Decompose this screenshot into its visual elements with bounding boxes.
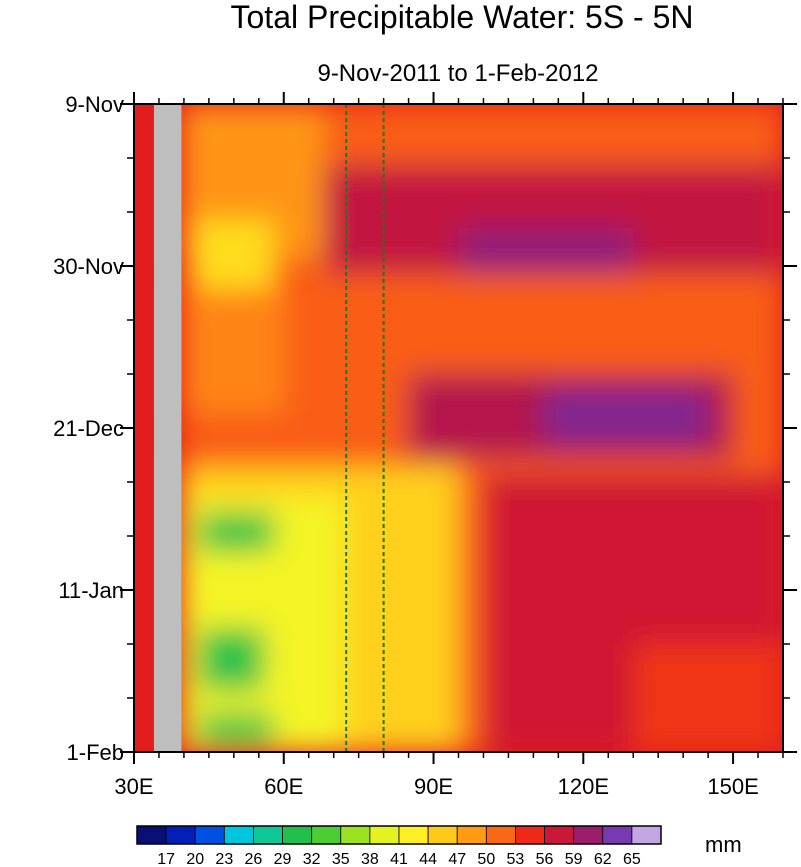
colorbar-label: 20	[186, 851, 204, 867]
colorbar-box	[223, 825, 254, 845]
colorbar-box	[485, 825, 516, 845]
colorbar-label: 56	[536, 851, 554, 867]
colorbar-box	[398, 825, 429, 845]
colorbar-label: 35	[332, 851, 350, 867]
colorbar-label: 50	[477, 851, 495, 867]
missing-data-region	[153, 104, 182, 752]
reference-lines	[345, 104, 385, 752]
y-tick-label: 30-Nov	[53, 254, 124, 279]
colorbar-label: 53	[507, 851, 525, 867]
x-tick-label: 30E	[114, 774, 153, 799]
colorbar-box	[165, 825, 196, 845]
colorbar-label: 59	[565, 851, 583, 867]
colorbar-box	[194, 825, 225, 845]
heatmap-cell	[198, 628, 264, 691]
missing-data-band	[153, 104, 182, 752]
colorbar-box	[515, 825, 545, 845]
colorbar-label: 17	[157, 851, 175, 867]
colorbar-label: 44	[419, 851, 437, 867]
heatmap-cell	[193, 219, 274, 290]
chart-subtitle: 9-Nov-2011 to 1-Feb-2012	[317, 60, 598, 87]
colorbar-box	[311, 825, 342, 845]
x-tick-label: 150E	[707, 774, 758, 799]
heatmap-cell	[198, 713, 274, 745]
colorbar-label: 23	[215, 851, 233, 867]
heatmap-field	[181, 104, 783, 752]
colorbar-box	[253, 825, 283, 845]
chart-title: Total Precipitable Water: 5S - 5N	[231, 0, 694, 35]
colorbar-box	[136, 825, 167, 845]
colorbar-label: 41	[390, 851, 408, 867]
colorbar-label: 62	[594, 851, 612, 867]
colorbar-label: 47	[448, 851, 466, 867]
colorbar-label: 26	[245, 851, 263, 867]
colorbar-label: 38	[361, 851, 379, 867]
colorbar: 17 20 23 26 29 32 35 38 41 44 47 50 53 56 59 62 65	[136, 825, 662, 867]
colorbar-unit: mm	[705, 832, 742, 857]
colorbar-box	[544, 825, 575, 845]
y-tick-label: 9-Nov	[65, 92, 124, 117]
colorbar-box	[340, 825, 371, 845]
heatmap-cell	[181, 289, 284, 413]
y-tick-label: 21-Dec	[53, 416, 124, 441]
colorbar-box	[631, 825, 662, 845]
heatmap-cell	[198, 512, 274, 552]
axes: 30E 60E 90E 120E 150E 9-Nov 30-Nov 21-Dec 11-Jan…	[53, 92, 797, 799]
x-tick-label: 90E	[414, 774, 453, 799]
colorbar-frame	[136, 825, 662, 845]
heatmap-cell	[543, 389, 709, 444]
y-tick-label: 1-Feb	[67, 740, 124, 765]
colorbar-label: 29	[274, 851, 292, 867]
colorbar-label: 65	[623, 851, 641, 867]
colorbar-box	[369, 825, 400, 845]
heatmap-cell	[633, 644, 783, 752]
colorbar-label: 32	[303, 851, 321, 867]
colorbar-box	[427, 825, 458, 845]
x-tick-label: 60E	[264, 774, 303, 799]
colorbar-box	[602, 825, 633, 845]
heatmap-cell	[458, 227, 634, 274]
y-tick-label: 11-Jan	[58, 578, 124, 603]
colorbar-box	[282, 825, 313, 845]
x-tick-label: 120E	[558, 774, 609, 799]
colorbar-box	[573, 825, 604, 845]
colorbar-box	[456, 825, 487, 845]
plot-area	[134, 104, 783, 752]
